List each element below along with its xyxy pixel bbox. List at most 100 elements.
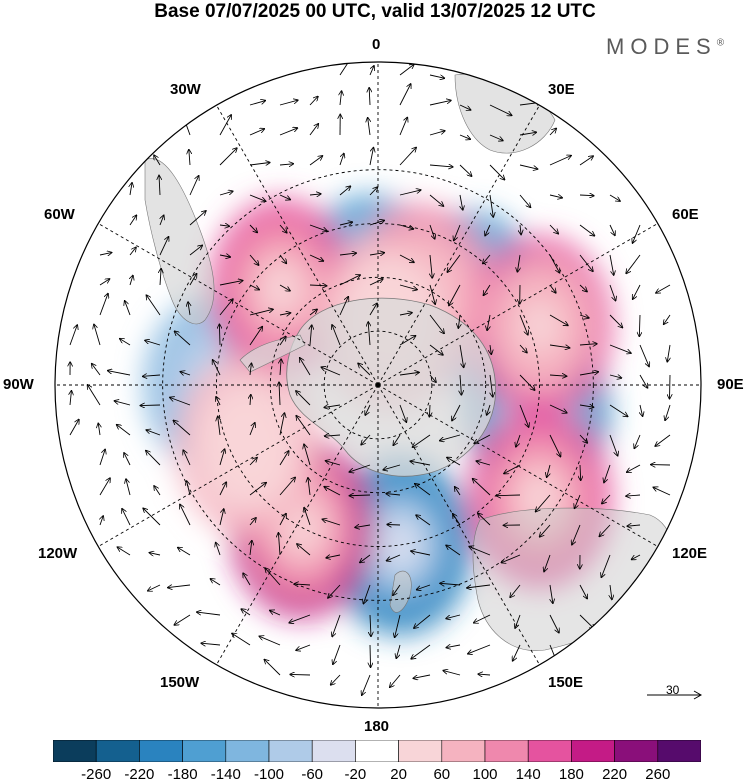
wind-arrow: [249, 309, 273, 316]
wind-arrow: [490, 344, 491, 354]
wind-arrow: [383, 464, 401, 470]
wind-arrow: [536, 494, 551, 512]
colorbar-tick-label: -140: [210, 766, 241, 783]
wind-arrow: [459, 164, 472, 176]
colorbar-swatch: [398, 740, 443, 762]
wind-arrow: [369, 253, 384, 255]
wind-arrow: [218, 417, 220, 436]
wind-arrow: [279, 382, 280, 406]
wind-arrow: [447, 254, 461, 272]
wind-arrow: [604, 464, 611, 482]
wind-arrow: [340, 91, 342, 106]
colorbar-tick-label: -180: [167, 766, 198, 783]
wind-arrow: [454, 224, 461, 240]
wind-arrow: [455, 487, 461, 496]
wind-arrow: [599, 524, 611, 536]
wind-arrow: [362, 674, 371, 695]
wind-arrow: [517, 254, 520, 272]
wind-arrow: [69, 325, 77, 346]
colorbar-swatch: [95, 740, 140, 762]
wind-arrow: [146, 451, 161, 466]
new-zealand: [389, 570, 412, 613]
wind-arrow: [653, 487, 671, 496]
wind-arrow: [328, 584, 341, 598]
wind-arrow: [219, 509, 224, 526]
wind-arrow: [187, 481, 191, 496]
wind-arrow: [572, 524, 581, 545]
wind-arrow: [249, 254, 259, 265]
wind-arrow: [579, 254, 593, 271]
wind-arrow: [140, 405, 161, 406]
colorbar-swatch: [311, 740, 356, 762]
lon-label-150w: 150W: [160, 674, 200, 691]
wind-arrow: [489, 164, 504, 180]
wind-arrow: [243, 573, 251, 586]
wind-arrow: [639, 374, 647, 388]
wind-arrow: [609, 344, 631, 353]
wind-arrow: [360, 554, 371, 562]
wind-arrow: [324, 487, 341, 496]
wind-arrow: [363, 584, 371, 603]
wind-arrow: [325, 435, 341, 436]
wind-arrow: [519, 404, 529, 427]
brand-logo: MODES®: [606, 34, 724, 60]
wind-arrow: [487, 314, 490, 330]
wind-arrow: [609, 254, 614, 275]
wind-arrow: [609, 434, 618, 456]
wind-arrow: [484, 284, 491, 295]
wind-arrow: [210, 579, 221, 586]
wind-arrow: [308, 478, 310, 496]
wind-arrow: [429, 404, 430, 417]
wind-arrow: [189, 245, 202, 256]
wind-arrow: [550, 584, 553, 603]
wind-arrow: [369, 187, 377, 196]
wind-arrow: [324, 405, 341, 407]
wind-arrow: [300, 358, 311, 376]
wind-arrow: [70, 391, 71, 406]
wind-arrow: [399, 190, 421, 196]
wind-arrow: [549, 284, 556, 293]
wind-arrow: [265, 568, 281, 586]
wind-arrow: [395, 614, 401, 637]
wind-arrow: [453, 514, 461, 526]
wind-arrow: [279, 451, 289, 466]
map-boundary: [54, 61, 702, 709]
wind-arrow: [117, 425, 131, 436]
wind-arrow: [490, 374, 493, 397]
wind-arrow: [609, 224, 615, 235]
wind-arrow: [115, 401, 131, 406]
wind-arrow: [259, 636, 281, 646]
wind-arrow: [520, 224, 521, 234]
wind-arrow: [146, 430, 161, 436]
wind-arrow: [219, 324, 220, 346]
wind-arrow: [640, 404, 643, 416]
wind-arrow: [99, 279, 109, 286]
wind-arrow: [549, 614, 559, 633]
wind-arrow: [429, 284, 435, 304]
anomaly-contour: [225, 418, 270, 474]
wind-arrow: [369, 279, 383, 286]
colorbar-swatch: [182, 740, 227, 762]
wind-arrow: [549, 434, 560, 456]
lon-label-150e: 150E: [548, 674, 584, 691]
wind-arrow: [579, 156, 593, 166]
wind-arrow: [278, 533, 280, 556]
lon-label-90e: 90E: [717, 376, 744, 393]
wind-arrow: [368, 118, 370, 136]
wind-arrow: [219, 225, 229, 226]
wind-arrow: [519, 344, 527, 353]
wind-arrow: [544, 554, 551, 571]
wind-arrow: [467, 584, 491, 588]
map-title: Base 07/07/2025 00 UTC, valid 13/07/2025…: [154, 1, 596, 22]
wind-arrow: [440, 583, 461, 585]
wind-arrow: [549, 404, 567, 413]
wind-arrow: [549, 314, 568, 325]
wind-arrow: [160, 269, 161, 286]
wind-arrow: [98, 424, 100, 436]
wind-arrow: [219, 115, 231, 136]
wind-arrow: [309, 224, 327, 231]
wind-arrow: [168, 585, 191, 588]
wind-arrow: [249, 194, 266, 201]
wind-arrow: [579, 434, 587, 443]
colorbar-swatch: [355, 740, 399, 762]
